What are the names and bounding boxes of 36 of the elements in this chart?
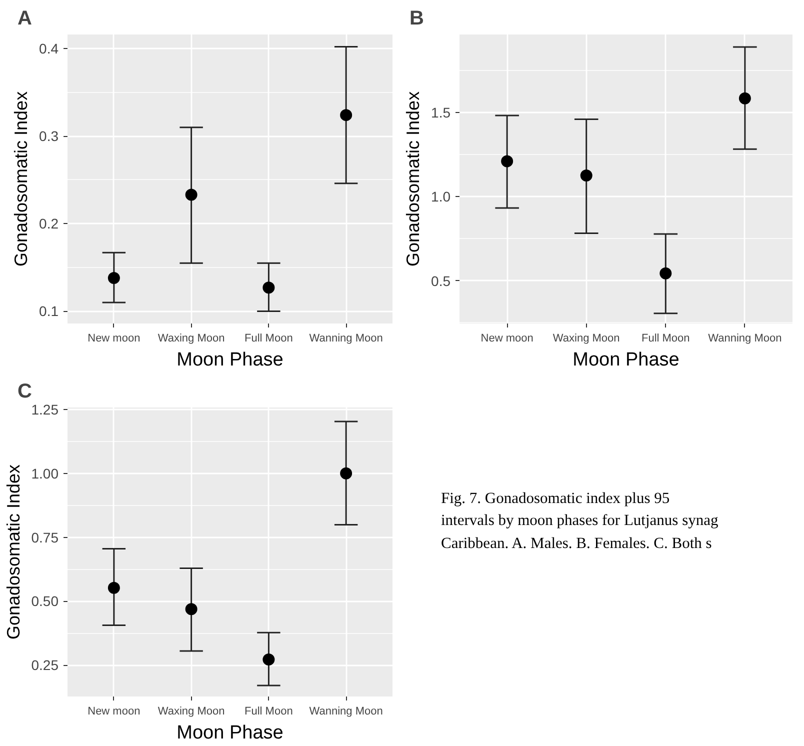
chart-title: B [410, 8, 424, 30]
x-tick-label: Full Moon [244, 332, 293, 344]
text: intervals by moon phases for Lutjanus synag [441, 512, 718, 530]
y-tick-label: 0.2 [39, 216, 59, 232]
y-tick-label: 0.50 [31, 593, 59, 610]
x-tick-label: Waxing Moon [158, 706, 225, 718]
chart-title: A [18, 8, 32, 30]
x-tick-label: Wanning Moon [708, 332, 782, 344]
x-tick-label: Full Moon [641, 332, 690, 344]
y-tick-label: 1.00 [31, 465, 59, 482]
y-tick-label: 0.3 [39, 128, 59, 144]
x-tick-label: New moon [480, 332, 534, 344]
y-tick-label: 0.1 [39, 303, 59, 320]
caption: Fig. 7. Gonadosomatic index plus 95 [441, 490, 670, 507]
y-tick-label: 0.25 [31, 657, 59, 674]
chart-title: C [18, 380, 32, 402]
x-tick-label: Wanning Moon [309, 706, 383, 718]
x-tick-label: Wanning Moon [309, 332, 383, 344]
y-tick-label: 0.5 [431, 272, 451, 289]
y-tick-label: 1.25 [31, 402, 59, 418]
x-axis-title: Moon Phase [176, 722, 284, 744]
x-axis-title: Moon Phase [572, 350, 680, 370]
x-tick-label: New moon [88, 332, 140, 344]
x-tick-label: Waxing Moon [552, 332, 620, 344]
x-tick-label: Waxing Moon [158, 332, 225, 344]
x-tick-label: Full Moon [244, 706, 293, 718]
y-axis-title: Gonadosomatic Index [3, 464, 24, 640]
y-axis-title: Gonadosomatic Index [403, 91, 424, 267]
x-axis-title: Moon Phase [176, 350, 284, 370]
text: Caribbean. A. Males. B. Females. C. Both s [441, 534, 712, 552]
y-tick-label: 0.4 [39, 40, 59, 57]
y-tick-label: 1.0 [431, 188, 451, 205]
y-tick-label: 0.75 [31, 529, 59, 546]
y-tick-label: 1.5 [431, 104, 451, 121]
x-tick-label: New moon [88, 706, 140, 718]
y-axis-title: Gonadosomatic Index [11, 91, 32, 267]
